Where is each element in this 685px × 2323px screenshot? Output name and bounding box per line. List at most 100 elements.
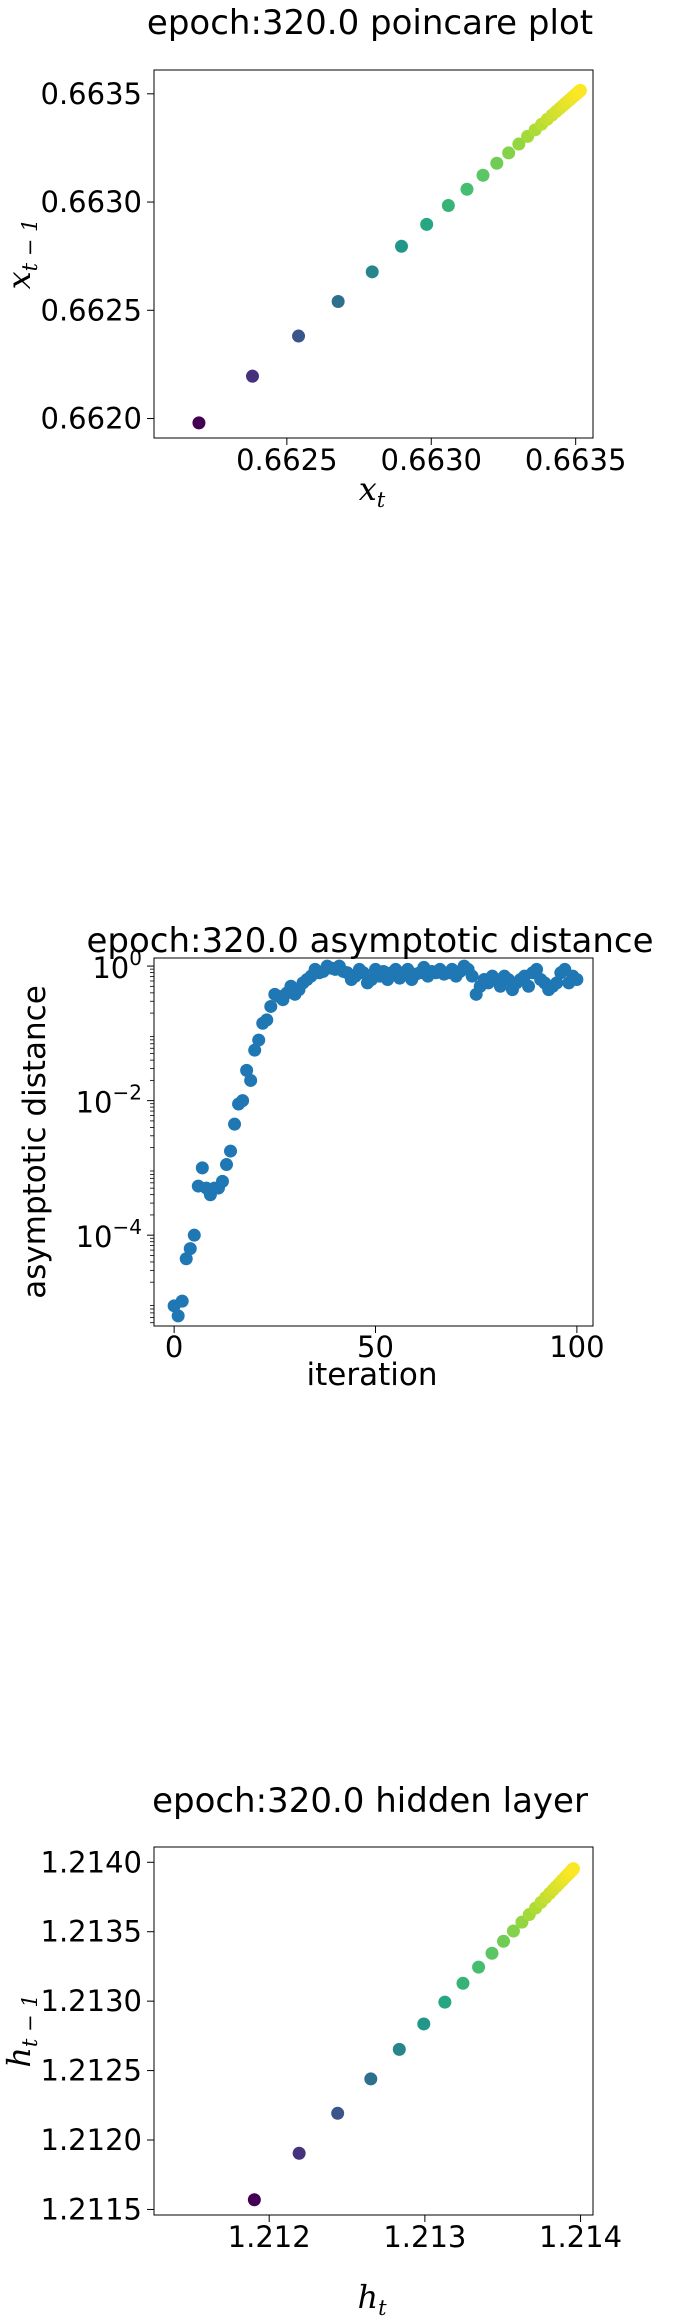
chart-title: epoch:320.0 hidden layer [152,1781,588,1821]
data-point [171,1309,185,1323]
y-tick-label: 100 [92,946,142,985]
data-point [364,2072,378,2086]
x-tick-label: 0 [165,1330,183,1364]
x-tick-label: 1.214 [539,2220,622,2254]
data-point [392,2042,406,2056]
y-tick-label: 1.2130 [41,1984,142,2018]
y-tick-exponent: −2 [113,1081,142,1105]
data-point [522,979,536,993]
data-point [460,182,474,196]
y-tick-label: 0.6635 [41,77,142,111]
hidden-layer-chart: epoch:320.0 hidden layer 1.212 1.213 1.214… [0,1781,622,2320]
data-point [247,2193,261,2207]
data-point [183,1242,197,1256]
data-point [441,198,455,212]
x-axis-label: ht [357,2278,387,2320]
data-point [292,2146,306,2160]
y-axis-label-subscript: t − 1 [18,219,42,272]
y-tick-label: 1.2120 [41,2123,142,2157]
data-point [175,1294,189,1308]
y-tick-base: 10 [76,1086,113,1120]
y-axis-ticks: 1.2115 1.2120 1.2125 1.2130 1.2135 1.2140 [41,1845,154,2226]
data-point [260,1013,274,1027]
chart-title: epoch:320.0 poincare plot [147,3,593,43]
y-tick-label: 0.6620 [41,402,142,436]
y-axis-label-subscript: t − 1 [18,1994,42,2047]
y-axis-label: asymptotic distance [17,985,53,1299]
x-tick-label: 50 [357,1330,394,1364]
y-tick-label: 10−4 [76,1215,142,1254]
x-axis-label-subscript: t [378,2296,387,2320]
y-tick-label: 0.6630 [41,185,142,219]
data-point [331,2106,345,2120]
x-axis-ticks: 1.212 1.213 1.214 [228,2215,622,2254]
y-tick-label: 1.2135 [41,1915,142,1949]
plot-frame [153,1846,594,2216]
data-point [245,369,259,383]
data-point [179,1252,193,1266]
data-point [224,1144,238,1158]
data-point [417,2017,431,2031]
data-point [502,146,516,160]
data-point [530,962,544,976]
data-point [264,999,278,1013]
data-point [456,1976,470,1990]
x-tick-label: 100 [549,1330,604,1364]
y-tick-exponent: −4 [113,1215,142,1239]
data-point [506,1924,520,1938]
x-axis-label: iteration [307,1357,438,1393]
data-point [497,1934,511,1948]
data-point [195,1161,209,1175]
data-point [228,1117,242,1131]
y-tick-label: 10−2 [76,1081,142,1120]
x-tick-label: 1.213 [383,2220,466,2254]
data-point [395,239,409,253]
data-point [219,1158,233,1172]
asymptotic-distance-chart: epoch:320.0 asymptotic distance 0 50 100 1… [17,921,654,1393]
data-point [215,1174,229,1188]
x-axis-ticks: 0 50 100 [165,1326,605,1364]
x-tick-label: 0.6630 [381,443,482,477]
data-point [490,156,504,170]
data-point [438,1995,452,2009]
x-tick-label: 0.6635 [525,443,626,477]
plot-frame [153,957,594,1327]
y-tick-label: 1.2140 [41,1845,142,1879]
data-point [550,976,564,990]
x-tick-label: 0.6625 [236,443,337,477]
x-axis-ticks: 0.6625 0.6630 0.6635 [236,438,626,477]
data-point [331,295,345,309]
data-point [512,137,526,151]
poincare-points [192,83,587,430]
distance-points [167,959,584,1323]
y-tick-label: 1.2115 [41,2192,142,2226]
data-point [476,168,490,182]
y-axis-label-main: x [0,271,38,289]
y-tick-base: 10 [76,1220,113,1254]
data-point [252,1033,266,1047]
y-tick-base: 10 [92,951,129,985]
chart-title: epoch:320.0 asymptotic distance [87,921,654,961]
x-axis-label: xt [359,470,386,512]
data-point [485,1946,499,1960]
y-axis-ticks: 0.6620 0.6625 0.6630 0.6635 [41,77,154,436]
x-tick-label: 1.212 [228,2220,311,2254]
data-point [187,1228,201,1242]
y-axis-label: xt − 1 [0,219,42,290]
data-point [573,83,587,97]
data-point [236,1094,250,1108]
x-axis-label-main: x [359,470,377,508]
data-point [570,973,584,987]
data-point [566,1862,580,1876]
y-axis-label: ht − 1 [0,1994,42,2067]
data-point [244,1073,258,1087]
data-point [192,416,206,430]
y-tick-exponent: 0 [129,946,142,970]
poincare-plot-chart: epoch:320.0 poincare plot 0.6625 0.6630 0.… [0,3,626,512]
y-tick-label: 0.6625 [41,293,142,327]
data-point [292,329,306,343]
data-point [248,1043,262,1057]
y-axis-label-main: h [0,2047,38,2068]
